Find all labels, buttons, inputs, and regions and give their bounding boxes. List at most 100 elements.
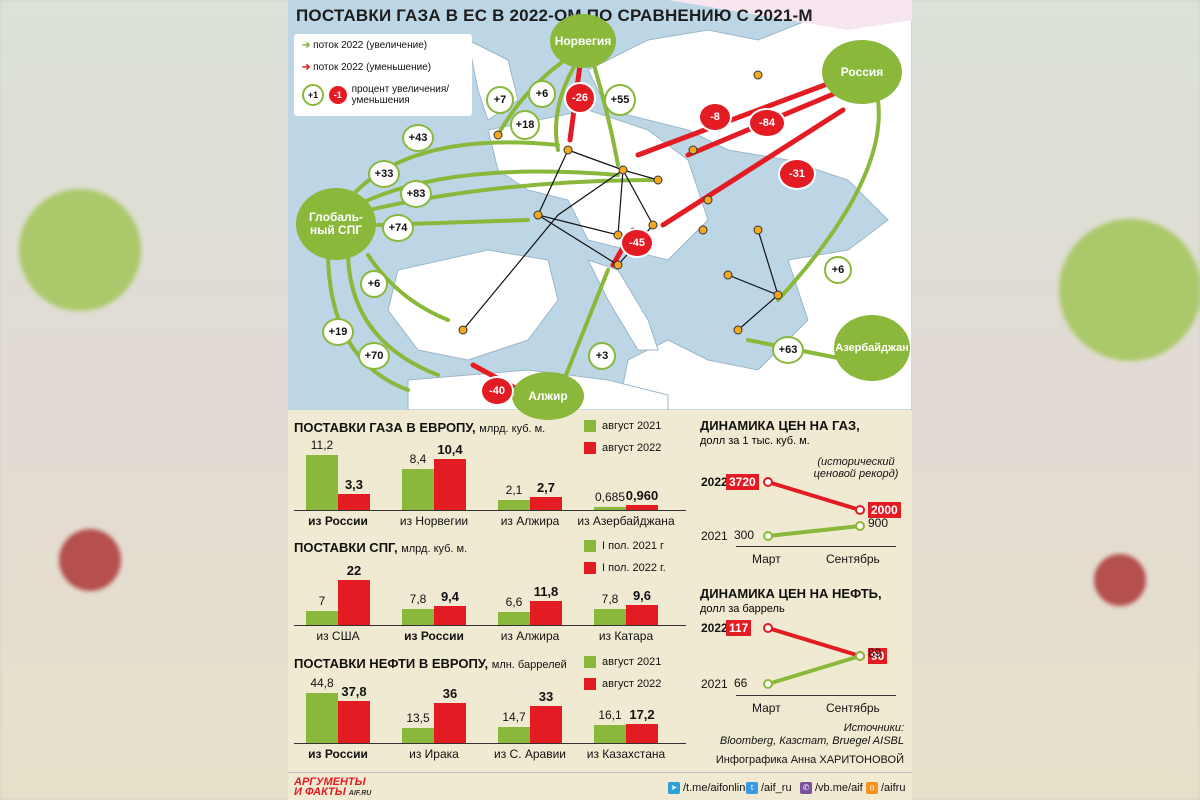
bar-value-label: 16,1 <box>598 708 622 723</box>
category-label: из Алжира <box>500 514 560 528</box>
annotation-line2: ценовой рекорд) <box>813 468 899 480</box>
sources-list: Bloomberg, Казстат, Bruegel AISBL <box>719 735 904 747</box>
source-russia: Россия <box>822 40 902 104</box>
price-line-2021 <box>767 654 861 686</box>
bar-previous <box>498 611 530 625</box>
legend-swatch-green <box>584 540 596 552</box>
gas-flow-map: ПОСТАВКИ ГАЗА В ЕС В 2022-ОМ ПО СРАВНЕНИ… <box>288 0 912 420</box>
bar-value-label: 13,5 <box>406 710 430 725</box>
ok-link[interactable]: /aifru <box>881 782 906 794</box>
bar-current <box>434 458 466 510</box>
bar-value-label: 14,7 <box>502 709 526 724</box>
flow-lng-3 <box>346 178 660 217</box>
logo-line1: АРГУМЕНТЫ <box>294 776 366 788</box>
social-telegram[interactable]: ➤/t.me/aifonline <box>668 782 751 794</box>
bar-current <box>338 493 370 510</box>
twitter-link[interactable]: /aif_ru <box>761 782 792 794</box>
legend-oil-2021-label: август 2021 <box>602 656 662 668</box>
bar-value-label: 2,7 <box>536 479 556 495</box>
infographic-poster: ПОСТАВКИ ГАЗА В ЕС В 2022-ОМ ПО СРАВНЕНИ… <box>288 0 912 800</box>
telegram-icon: ➤ <box>668 782 680 794</box>
odnoklassniki-icon: o <box>866 782 878 794</box>
bar-value-label: 7,8 <box>409 592 427 607</box>
annotation-line1: (исторический <box>817 456 895 468</box>
oil-supply-title: ПОСТАВКИ НЕФТИ В ЕВРОПУ, млн. баррелей <box>294 656 567 671</box>
red-arrow-icon: ➔ <box>302 62 311 73</box>
telegram-link[interactable]: /t.me/aifonline <box>683 782 752 794</box>
category-label: из России <box>308 514 368 528</box>
legend-increase-label: поток 2022 (увеличение) <box>313 40 428 51</box>
month-label: Март <box>752 701 781 715</box>
change-bubble: +74 <box>382 214 414 242</box>
flow-lng-2 <box>346 169 620 212</box>
price-value: 900 <box>868 516 889 530</box>
source-global-lng: Глобаль-ный СПГ <box>296 188 376 260</box>
legend-oil-2022: август 2022 <box>584 678 661 690</box>
category-label: из США <box>316 629 360 643</box>
category-label: из России <box>404 629 464 643</box>
category-label: из Катара <box>598 629 654 643</box>
bar-value-label: 11,2 <box>310 438 334 452</box>
change-bubble: +33 <box>368 160 400 188</box>
flow-lng-7 <box>366 253 450 322</box>
bar-previous <box>498 726 530 743</box>
social-viber[interactable]: ✆/vb.me/aif <box>800 782 863 794</box>
bar-value-label: 9,6 <box>632 588 652 604</box>
social-ok[interactable]: o/aifru <box>866 782 905 794</box>
year-label: 2021 <box>701 677 728 691</box>
flow-russia-ts <box>776 98 881 302</box>
bar-value-label: 0,960 <box>625 488 659 504</box>
bar-current <box>626 505 658 510</box>
category-label: из России <box>308 747 368 761</box>
footer: АРГУМЕНТЫ И ФАКТЫ AIF.RU ➤/t.me/aifonlin… <box>288 772 912 800</box>
legend-swatch-red <box>584 678 596 690</box>
bar-value-label: 3,3 <box>344 476 364 492</box>
legend-swatch-red <box>584 442 596 454</box>
logo-site: AIF.RU <box>348 790 372 797</box>
legend-minus-bubble: -1 <box>326 84 349 106</box>
price-value: 300 <box>734 528 755 542</box>
bar-current <box>530 496 562 510</box>
change-bubble: -31 <box>778 158 816 190</box>
bar-current <box>626 723 658 743</box>
flow-lng-5 <box>346 248 440 377</box>
change-bubble: +6 <box>528 80 556 108</box>
chart-baseline <box>294 510 686 511</box>
category-label: из Ирака <box>409 747 459 761</box>
change-bubble: +7 <box>486 86 514 114</box>
price-value: 66 <box>734 676 748 690</box>
lng-supply-unit: млрд. куб. м. <box>401 543 468 555</box>
bar-value-label: 22 <box>346 563 362 578</box>
bar-value-label: 0,685 <box>594 489 626 504</box>
logo-line2: И ФАКТЫ <box>294 786 346 798</box>
bar-value-label: 10,4 <box>437 441 463 457</box>
price-value-box: 2000 <box>868 502 901 518</box>
price-line-2022 <box>767 480 861 512</box>
bar-value-label: 44,8 <box>310 676 334 690</box>
gas-price-annotation: (исторический ценовой рекорд) <box>808 456 904 480</box>
bar-current <box>434 702 466 743</box>
social-twitter[interactable]: t/aif_ru <box>746 782 792 794</box>
legend-lng-2021-label: I пол. 2021 г <box>602 540 665 552</box>
viber-link[interactable]: /vb.me/aif <box>815 782 863 794</box>
bar-value-label: 37,8 <box>341 683 367 699</box>
change-bubble: +3 <box>588 342 616 370</box>
sources-label: Источники: <box>843 722 904 734</box>
bar-current <box>530 600 562 625</box>
price-axis <box>736 695 896 696</box>
month-label: Сентябрь <box>826 701 880 715</box>
aif-logo: АРГУМЕНТЫ И ФАКТЫ AIF.RU <box>294 777 371 799</box>
price-point <box>763 531 773 541</box>
category-label: из Казахстана <box>586 747 666 761</box>
legend-percent-line1: процент увеличения/ <box>351 84 450 95</box>
bar-previous <box>306 610 338 625</box>
land-north-pink <box>668 0 912 30</box>
chart-baseline <box>294 625 686 626</box>
map-title: ПОСТАВКИ ГАЗА В ЕС В 2022-ОМ ПО СРАВНЕНИ… <box>296 6 813 25</box>
legend-gas-2022-label: август 2022 <box>602 442 662 454</box>
gas-supply-unit: млрд. куб. м. <box>479 423 546 435</box>
price-axis <box>736 546 896 547</box>
change-bubble: +55 <box>604 84 636 116</box>
bar-value-label: 9,4 <box>440 588 460 604</box>
oil-price-title: ДИНАМИКА ЦЕН НА НЕФТЬ, <box>700 586 882 601</box>
